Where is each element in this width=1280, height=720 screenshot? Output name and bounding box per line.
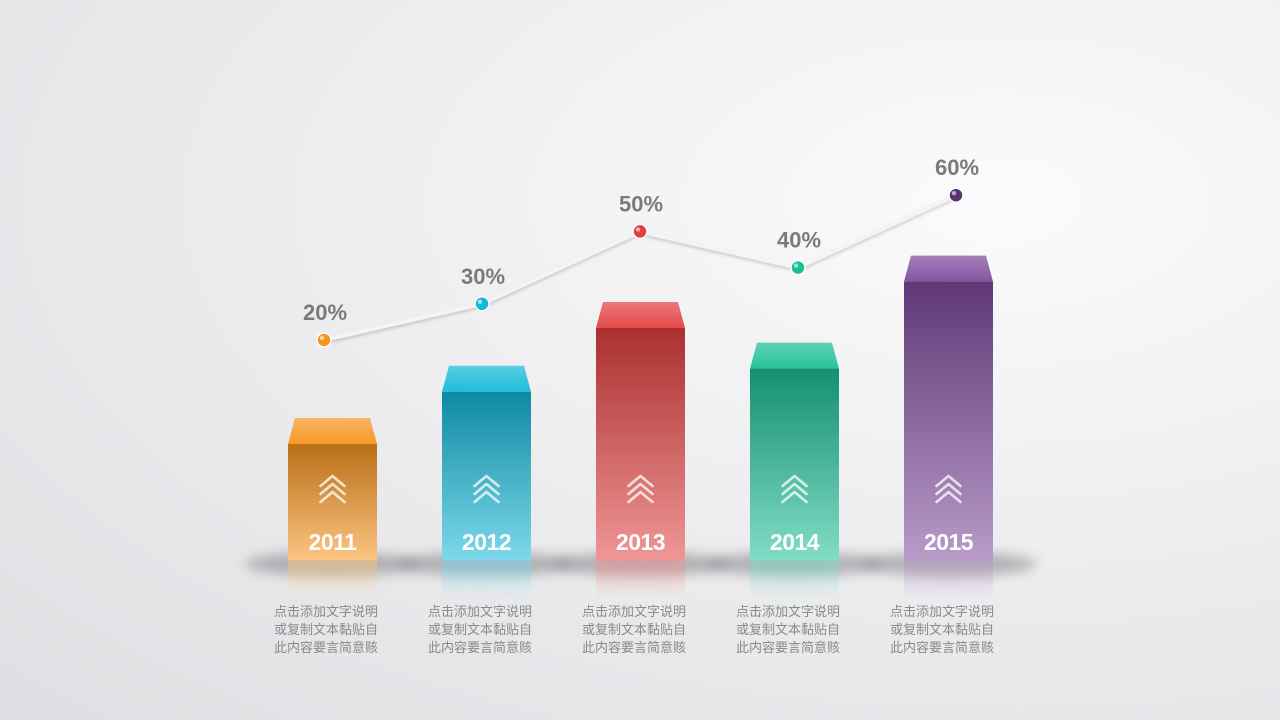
trend-label-2014: 40% [777,228,821,253]
description-2015: 点击添加文字说明或复制文本黏贴自此内容要言简意赅 [890,605,995,656]
trend-point-highlight [477,299,483,304]
trend-label-2013: 50% [619,191,663,216]
chevron-up-icon [781,474,808,504]
bar-front-2013 [596,328,685,560]
bar-cap-2015 [904,255,993,282]
description-2012: 点击添加文字说明或复制文本黏贴自此内容要言简意赅 [428,605,533,656]
description-2013: 点击添加文字说明或复制文本黏贴自此内容要言简意赅 [582,605,687,656]
trend-label-2012: 30% [461,264,505,289]
bar-front-2014 [750,368,839,560]
bar-label-2012: 2012 [462,529,511,555]
trend-point-highlight [793,263,799,268]
description-2014: 点击添加文字说明或复制文本黏贴自此内容要言简意赅 [736,605,841,656]
bar-cap-2013 [596,302,685,328]
trend-point-2013 [632,223,648,240]
bar-2015: 2015 [904,255,993,600]
chevron-up-icon [473,474,500,504]
trend-point-highlight [319,335,325,341]
description-2011: 点击添加文字说明或复制文本黏贴自此内容要言简意赅 [274,605,379,656]
chevron-up-icon [319,474,346,504]
bar-reflection-2013 [596,560,685,600]
trend-point-highlight [951,191,957,196]
chevron-up-icon [935,474,962,504]
bar-label-2014: 2014 [770,529,820,555]
bar-reflection-2011 [288,560,377,600]
bar-front-2015 [904,281,993,560]
bar-reflection-2012 [442,560,531,600]
trend-label-2015: 60% [935,155,979,180]
bar-2011: 2011 [288,418,377,600]
trend-label-2011: 20% [303,300,347,325]
bar-2012: 2012 [442,365,531,600]
chevron-up-icon [627,474,654,504]
bar-reflection-2014 [750,560,839,600]
bar-label-2011: 2011 [309,529,358,555]
trend-point-2015 [948,187,964,203]
trend-points: 20% 30% 50% 40% 60% [303,155,979,348]
trend-point-2012 [474,296,490,312]
bar-label-2015: 2015 [924,529,974,555]
bar-reflection-2015 [904,560,993,600]
trend-point-highlight [635,227,641,232]
bar-cap-2011 [288,418,377,444]
bar-label-2013: 2013 [616,529,665,555]
bar-front-2011 [288,444,377,560]
bars: 2011 2012 2013 2014 2015 [288,255,993,600]
trend-point-2014 [790,259,806,276]
bar-cap-2014 [750,342,839,369]
bar-cap-2012 [442,365,531,392]
bar-2013: 2013 [596,302,685,600]
bar-2014: 2014 [750,342,839,600]
trend-point-2011 [316,332,332,348]
